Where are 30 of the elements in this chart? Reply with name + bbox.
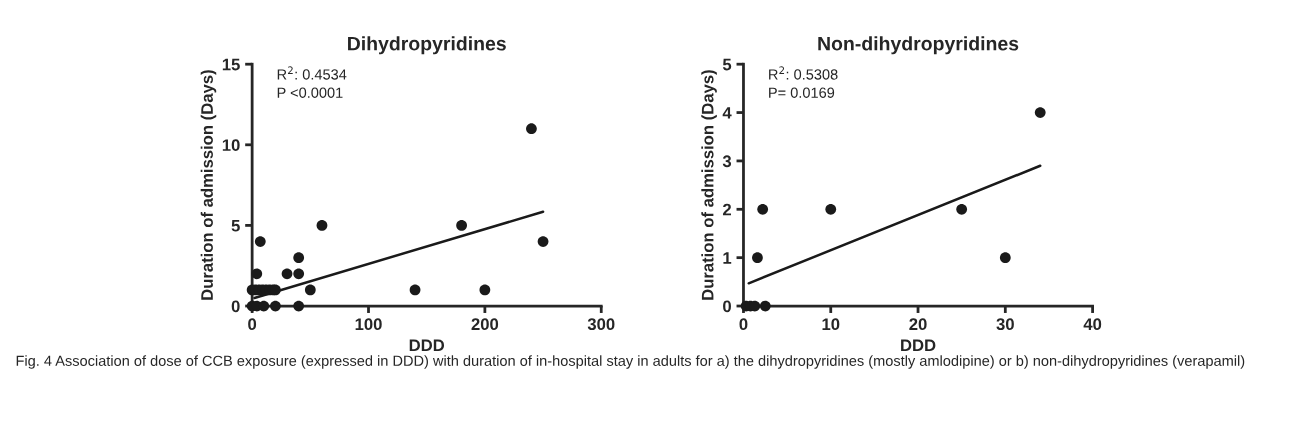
chart-title: Non-dihydropyridines bbox=[818, 36, 1019, 55]
x-tick-label: 300 bbox=[587, 318, 615, 331]
x-axis-title: DDD bbox=[409, 339, 445, 351]
y-tick-label: 10 bbox=[222, 139, 240, 152]
annotation: P= 0.0169 bbox=[769, 87, 835, 98]
x-tick-label: 200 bbox=[471, 318, 499, 331]
x-tick-label: 30 bbox=[996, 318, 1014, 331]
annotation: R$^{2}$: 0.4534 bbox=[277, 66, 347, 80]
y-tick-label: 5 bbox=[231, 219, 240, 232]
x-tick-label: 0 bbox=[248, 318, 257, 331]
y-tick-label: 1 bbox=[723, 252, 732, 264]
annotation: R$^{2}$: 0.5308 bbox=[769, 66, 838, 80]
y-tick-label: 2 bbox=[722, 203, 731, 216]
x-tick-label: 100 bbox=[355, 318, 382, 331]
y-tick-label: 0 bbox=[231, 300, 240, 313]
x-axis-title: DDD bbox=[901, 339, 936, 351]
y-tick-label: 3 bbox=[722, 155, 732, 168]
annotation: P <0.0001 bbox=[277, 87, 343, 98]
y-tick-label: 4 bbox=[722, 107, 732, 119]
y-tick-label: 0 bbox=[723, 300, 731, 313]
y-tick-label: 5 bbox=[722, 58, 732, 71]
y-axis-title: Duration of admission (Days) bbox=[200, 70, 217, 300]
x-tick-label: 40 bbox=[1083, 318, 1102, 331]
x-tick-label: 10 bbox=[822, 318, 840, 331]
x-tick-label: 0 bbox=[739, 318, 748, 331]
caption: Fig. 4 Association of dose of CCB exposure (expressed in DDD) with duration of in-hospital stay in adults for a) the dihydropyridines (mostly amlodipine) or b) non-dihydropyridines (verapamil) bbox=[16, 355, 1245, 369]
chart-title: Dihydropyridines bbox=[348, 36, 506, 55]
x-tick-label: 20 bbox=[909, 318, 927, 331]
y-axis-title: Duration of admission (Days) bbox=[701, 70, 717, 300]
y-tick-label: 15 bbox=[222, 58, 240, 71]
